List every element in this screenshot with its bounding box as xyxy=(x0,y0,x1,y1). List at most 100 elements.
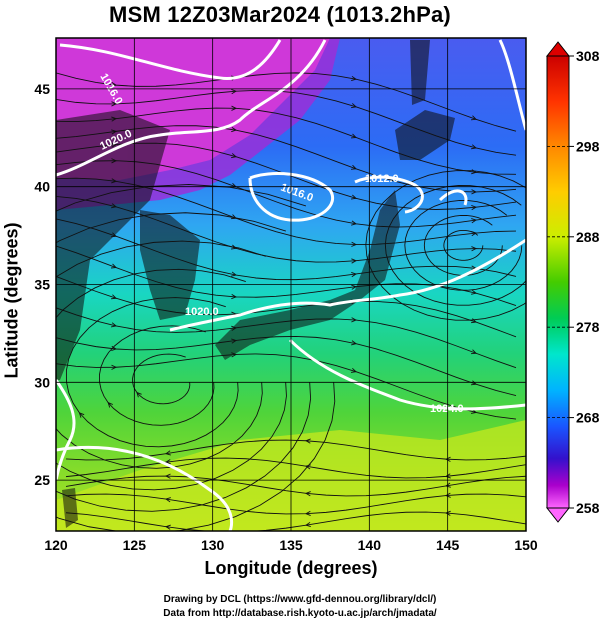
streamline-arrow xyxy=(22,433,27,438)
streamline-arrow xyxy=(304,491,311,497)
streamline-arrow xyxy=(470,349,477,355)
streamline-arrow xyxy=(231,89,238,95)
credit-data: Data from http://database.rish.kyoto-u.a… xyxy=(163,608,437,619)
isobar-1020-south xyxy=(169,238,526,332)
contour-label: 1020.0 xyxy=(185,306,219,318)
contour-label: 1012.0 xyxy=(365,173,399,185)
streamline xyxy=(65,457,526,479)
y-tick-label: 45 xyxy=(34,81,50,97)
streamline-arrow xyxy=(351,340,358,346)
streamline-eddy xyxy=(404,200,523,291)
streamline-arrow xyxy=(111,82,118,88)
streamline-arrow xyxy=(350,103,357,109)
isobar-east xyxy=(438,39,526,206)
streamline-arrow xyxy=(231,338,238,344)
streamline-arrow xyxy=(444,473,451,479)
streamline-arrow xyxy=(304,464,311,470)
streamline-arrow xyxy=(78,412,85,418)
y-tick-label: 35 xyxy=(34,277,50,293)
streamline-arrow xyxy=(136,391,142,398)
streamline xyxy=(56,160,517,228)
land-kyushu-honshu xyxy=(215,190,400,360)
streamline xyxy=(65,493,526,515)
streamline-arrow xyxy=(351,241,358,247)
land-hokkaido xyxy=(395,110,455,160)
streamline-arrow xyxy=(470,144,477,150)
colorbar-ticks: 308 298 288 278 268 258 xyxy=(547,48,599,516)
streamline xyxy=(56,125,517,193)
streamline-arrow xyxy=(471,218,478,224)
streamline-arrow xyxy=(111,203,118,209)
isobar-1012 xyxy=(354,175,424,214)
streamline-arrow xyxy=(164,497,171,503)
isobar-1016-north xyxy=(59,39,282,80)
streamline-arrow xyxy=(111,178,118,184)
streamline-arrow xyxy=(470,115,477,121)
colorbar-tick-label: 308 xyxy=(576,48,599,64)
streamline-arrow xyxy=(444,510,451,516)
x-tick-label: 125 xyxy=(123,537,147,553)
streamline-arrow xyxy=(164,459,171,465)
streamline-arrow xyxy=(110,232,117,238)
streamline-arrow xyxy=(471,289,478,295)
streamline-arrow xyxy=(231,352,238,358)
streamline-arrow xyxy=(111,142,118,148)
streamline-spiral xyxy=(56,212,312,512)
colorbar-tick-label: 258 xyxy=(576,500,599,516)
streamline-arrow xyxy=(351,271,358,278)
streamline-arrow xyxy=(471,246,478,252)
streamline-arrow xyxy=(470,380,477,386)
streamline-arrow xyxy=(231,153,237,159)
streamline-arrow xyxy=(444,482,451,488)
streamline-eddy xyxy=(423,214,503,276)
streamline-arrow xyxy=(444,456,451,462)
land-taiwan xyxy=(62,488,78,528)
x-axis-label: Longitude (degrees) xyxy=(204,558,378,578)
streamline xyxy=(56,335,517,397)
streamline xyxy=(56,107,517,175)
x-axis-ticks: 120 125 130 135 140 145 150 xyxy=(44,537,538,553)
streamline-arrow xyxy=(111,116,118,122)
x-tick-label: 120 xyxy=(44,537,68,553)
streamline-arrow xyxy=(351,75,358,82)
streamline xyxy=(56,195,517,263)
isobar-1020-north xyxy=(56,39,327,177)
streamline-arrow xyxy=(304,521,311,528)
streamline-arrow xyxy=(304,510,311,516)
streamline-arrow xyxy=(444,492,451,498)
x-tick-label: 150 xyxy=(514,537,538,553)
streamline-arrow xyxy=(164,524,171,530)
streamline-arrow xyxy=(471,189,478,195)
streamline-arrow xyxy=(351,317,358,323)
colorbar-bar xyxy=(546,55,570,509)
streamline-arrow xyxy=(351,284,358,290)
lat-lon-grid xyxy=(56,38,526,531)
streamline-arrow xyxy=(164,450,171,456)
colorbar-bottom-arrow xyxy=(545,507,571,523)
y-tick-label: 25 xyxy=(34,472,50,488)
streamline xyxy=(56,72,517,132)
x-tick-label: 130 xyxy=(201,537,225,553)
streamline-arrow xyxy=(471,204,478,211)
streamline xyxy=(56,353,517,420)
streamline-spiral xyxy=(99,325,215,426)
isobar-west xyxy=(56,379,76,481)
streamline xyxy=(56,218,517,281)
streamline xyxy=(56,177,517,246)
colorbar-top-arrow xyxy=(545,41,571,57)
streamline-arrow xyxy=(231,271,238,277)
chart-title: MSM 12Z03Mar2024 (1013.2hPa) xyxy=(109,2,451,27)
streamline-arrow xyxy=(231,126,238,133)
streamline-arrow xyxy=(351,258,358,264)
streamline-arrow xyxy=(230,244,237,250)
streamline-arrow xyxy=(350,164,357,170)
streamline-eddy xyxy=(384,185,526,306)
streamline-arrow xyxy=(111,322,118,328)
streamline-spiral xyxy=(65,297,239,448)
plot-frame xyxy=(55,37,527,532)
streamline-arrow xyxy=(231,105,238,111)
colorbar-tick-label: 288 xyxy=(576,229,599,245)
colorbar-tick-label: 278 xyxy=(576,319,599,335)
streamline-eddy xyxy=(365,170,526,321)
